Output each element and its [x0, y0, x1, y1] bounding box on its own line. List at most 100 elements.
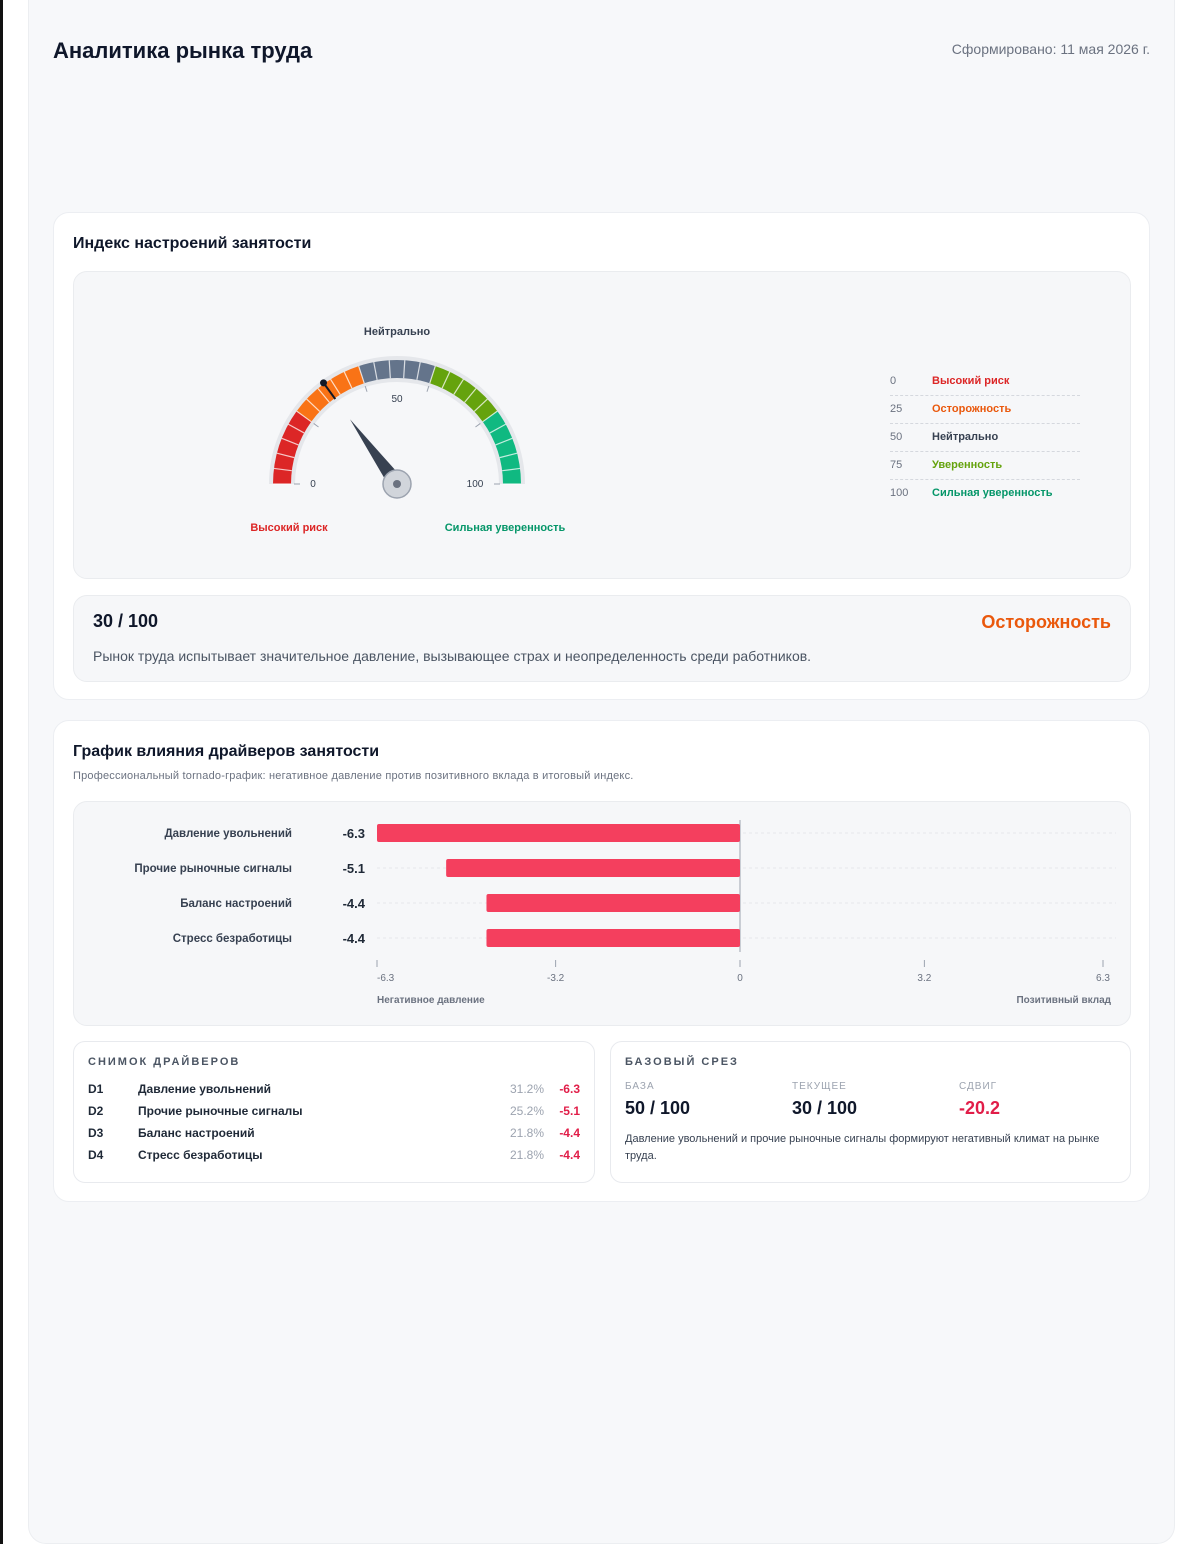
legend-value: 25 [890, 403, 903, 415]
drivers-card: График влияния драйверов занятости Профе… [53, 720, 1150, 1202]
gauge-tick [358, 365, 365, 384]
driver-bar [486, 929, 740, 947]
gauge-tick [482, 410, 498, 423]
tornado-panel: Давление увольнений -6.3 Прочие рыночные с… [73, 801, 1131, 1026]
gauge-tick [489, 423, 506, 434]
gauge-band [429, 366, 498, 422]
driver-value: -4.4 [559, 1148, 580, 1162]
page-title: Аналитика рынка труда [53, 38, 313, 63]
gauge-tick [502, 467, 521, 472]
gauge-tick [453, 378, 464, 395]
gauge-right-caption: Сильная уверенность [445, 522, 566, 534]
gauge-tick [343, 371, 353, 389]
driver-value-label: -4.4 [343, 896, 366, 911]
gauge-tick [317, 388, 330, 403]
baseline-note: Давление увольнений и прочие рыночные си… [625, 1133, 1100, 1162]
legend-row: 100 Сильная уверенность [890, 480, 1080, 508]
legend-row: 50 Нейтрально [890, 424, 1080, 452]
base-label: БАЗА [625, 1081, 655, 1092]
legend-label: Осторожность [932, 403, 1012, 415]
snapshot-panel: СНИМОК ДРАЙВЕРОВ D1 Давление увольнений … [73, 1041, 595, 1183]
driver-share: 31.2% [509, 1082, 544, 1096]
legend-row: 0 Высокий риск [890, 368, 1080, 396]
gauge-tick [373, 362, 378, 380]
driver-category-label: Стресс безработицы [173, 933, 292, 945]
driver-id: D2 [88, 1104, 104, 1118]
baseline-panel: БАЗОВЫЙ СРЕЗ БАЗА 50 / 100 ТЕКУЩЕЕ 30 / … [610, 1041, 1131, 1183]
gauge-tick [495, 437, 513, 446]
driver-bar [446, 859, 740, 877]
summary-score: 30 / 100 [93, 611, 159, 631]
gauge-hub-center [393, 480, 401, 488]
legend-row: 75 Уверенность [890, 452, 1080, 480]
gauge-panel: Нейтрально 50 0 100 Высокий риск Сильная… [73, 271, 1131, 579]
summary-panel: 30 / 100 Осторожность Рынок труда испыты… [73, 595, 1131, 682]
driver-id: D4 [88, 1148, 104, 1162]
legend-row: 25 Осторожность [890, 396, 1080, 424]
legend-label: Сильная уверенность [932, 487, 1053, 499]
legend-label: Уверенность [932, 459, 1003, 471]
legend-value: 100 [890, 487, 909, 499]
snapshot-row: D1 Давление увольнений 31.2% -6.3 [88, 1082, 580, 1104]
gauge-minor-tick [475, 423, 481, 428]
base-value: 50 / 100 [625, 1098, 691, 1118]
gauge-tick [403, 360, 406, 379]
driver-value: -5.1 [559, 1104, 580, 1118]
gauge-tick [388, 360, 391, 379]
driver-name: Стресс безработицы [138, 1148, 263, 1162]
legend-label: Нейтрально [932, 431, 999, 443]
drivers-description: Профессиональный tornado-график: негатив… [73, 770, 634, 782]
gauge-tick-0: 0 [310, 479, 316, 490]
legend-value: 50 [890, 431, 903, 443]
gauge-left-caption: Высокий риск [250, 522, 328, 534]
driver-bar [377, 824, 740, 842]
driver-id: D3 [88, 1126, 104, 1140]
sentiment-card: Индекс настроений занятости Нейтрально 5… [53, 212, 1150, 700]
driver-category-label: Прочие рыночные сигналы [134, 863, 292, 875]
shift-value: -20.2 [959, 1098, 1001, 1118]
drivers-title: График влияния драйверов занятости [73, 743, 380, 760]
driver-value: -6.3 [559, 1082, 580, 1096]
x-tick-label: -6.3 [377, 973, 395, 984]
gauge-minor-tick [313, 423, 319, 428]
driver-category-label: Баланс настроений [180, 898, 292, 910]
gauge-tick [416, 362, 421, 380]
gauge-top-label: Нейтрально [364, 326, 430, 338]
gauge-value-marker [320, 379, 328, 387]
sentiment-title: Индекс настроений занятости [73, 235, 312, 252]
driver-value-label: -4.4 [343, 931, 366, 946]
x-tick-label: -3.2 [547, 973, 565, 984]
legend-label: Высокий риск [932, 375, 1010, 387]
gauge-tick [281, 437, 299, 446]
driver-value-label: -6.3 [343, 826, 365, 841]
legend-value: 75 [890, 459, 903, 471]
gauge-tick [296, 410, 312, 423]
gauge-band [358, 360, 436, 384]
driver-share: 25.2% [509, 1104, 544, 1118]
gauge-chart: Нейтрально 50 0 100 Высокий риск Сильная… [250, 326, 566, 534]
gauge-tick [499, 452, 518, 459]
driver-name: Баланс настроений [138, 1126, 255, 1140]
summary-description: Рынок труда испытывает значительное давл… [93, 648, 812, 664]
gauge-minor-tick [426, 385, 430, 392]
baseline-title: БАЗОВЫЙ СРЕЗ [625, 1056, 739, 1068]
gauge-tick [288, 423, 305, 434]
driver-share: 21.8% [509, 1126, 544, 1140]
driver-name: Давление увольнений [138, 1082, 272, 1096]
driver-name: Прочие рыночные сигналы [138, 1104, 303, 1118]
gauge-tick [276, 452, 295, 459]
gauge-tick [330, 378, 341, 395]
gauge-tick [306, 398, 321, 412]
snapshot-title: СНИМОК ДРАЙВЕРОВ [88, 1056, 241, 1068]
gauge-band [482, 411, 521, 485]
gauge-tick [441, 371, 451, 389]
shift-label: СДВИГ [959, 1081, 998, 1092]
x-tick-label: 3.2 [917, 973, 931, 984]
snapshot-row: D2 Прочие рыночные сигналы 25.2% -5.1 [88, 1104, 580, 1126]
gauge-tick [429, 365, 436, 384]
legend-value: 0 [890, 375, 897, 387]
gauge-tick [464, 388, 477, 403]
snapshot-row: D4 Стресс безработицы 21.8% -4.4 [88, 1148, 580, 1170]
gauge-tick [273, 467, 292, 472]
generated-date: Сформировано: 11 мая 2026 г. [951, 41, 1150, 57]
